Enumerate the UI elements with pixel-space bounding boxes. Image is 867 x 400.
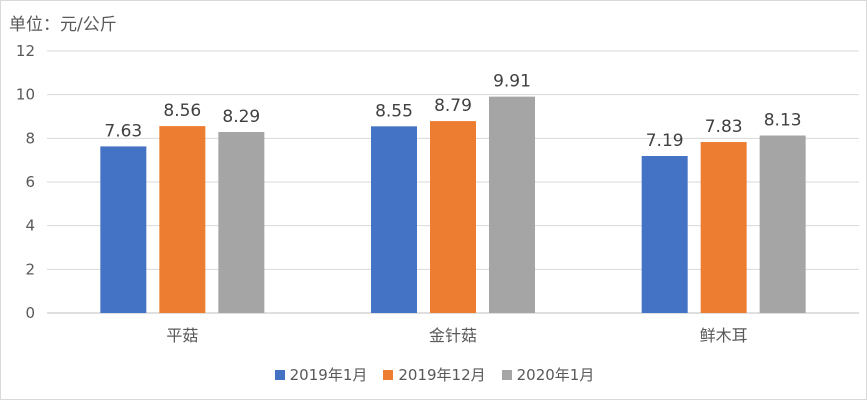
legend-label: 2019年12月 [398, 366, 486, 384]
data-label: 8.13 [764, 110, 802, 130]
y-tick-label: 4 [25, 217, 35, 235]
legend-swatch [274, 369, 285, 380]
y-tick-label: 12 [16, 42, 35, 60]
legend-label: 2020年1月 [516, 366, 595, 384]
bar [159, 126, 206, 314]
y-tick-label: 8 [25, 129, 35, 147]
bar [489, 96, 535, 313]
data-label: 8.56 [163, 101, 201, 121]
unit-label: 单位：元/公斤 [9, 15, 117, 35]
x-axis-category-labels: 平菇 金针菇 鲜木耳 [166, 326, 747, 345]
y-tick-label: 10 [16, 86, 35, 104]
legend-item: 2020年1月 [501, 364, 595, 385]
legend-swatch [383, 369, 394, 380]
legend-item: 2019年1月 [274, 364, 368, 385]
data-label: 9.91 [493, 72, 531, 92]
legend-swatch [501, 369, 512, 380]
data-label: 8.55 [375, 101, 413, 121]
x-category-label: 鲜木耳 [700, 326, 748, 345]
legend-label: 2019年1月 [289, 366, 368, 384]
y-axis-tick-labels: 0 2 4 6 8 10 12 [16, 42, 35, 322]
legend-item: 2019年12月 [383, 364, 486, 385]
data-label: 7.19 [646, 131, 684, 151]
bar [700, 142, 747, 313]
data-label: 7.83 [705, 117, 743, 137]
y-tick-label: 0 [25, 304, 35, 322]
legend: 2019年1月 2019年12月 2020年1月 [1, 364, 867, 385]
bar [100, 146, 147, 313]
y-tick-label: 6 [25, 173, 35, 191]
bar [641, 156, 688, 313]
x-category-label: 金针菇 [429, 326, 477, 345]
x-category-label: 平菇 [166, 326, 198, 345]
bar [218, 132, 265, 313]
data-label: 8.79 [434, 96, 472, 116]
bar [430, 121, 476, 314]
data-labels: 7.63 8.56 8.29 8.55 8.79 9.91 7.19 7.83 8.13 [104, 72, 801, 151]
bars [100, 96, 806, 314]
y-tick-label: 2 [25, 260, 35, 278]
bar [759, 135, 806, 313]
data-label: 7.63 [104, 121, 142, 141]
bar [371, 126, 417, 313]
data-label: 8.29 [222, 107, 260, 127]
